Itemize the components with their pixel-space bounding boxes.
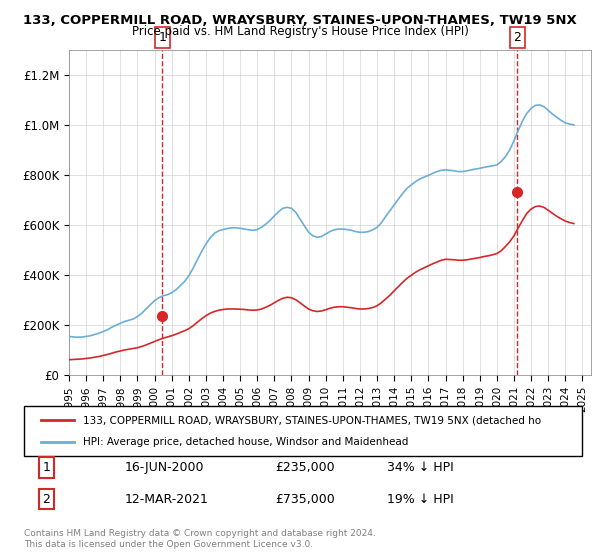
Text: 1: 1 xyxy=(158,31,166,44)
FancyBboxPatch shape xyxy=(24,406,582,456)
Text: Price paid vs. HM Land Registry's House Price Index (HPI): Price paid vs. HM Land Registry's House … xyxy=(131,25,469,38)
Text: 2: 2 xyxy=(513,31,521,44)
Text: 12-MAR-2021: 12-MAR-2021 xyxy=(124,493,208,506)
Text: Contains HM Land Registry data © Crown copyright and database right 2024.
This d: Contains HM Land Registry data © Crown c… xyxy=(24,529,376,549)
Text: £735,000: £735,000 xyxy=(275,493,335,506)
Text: £235,000: £235,000 xyxy=(275,461,335,474)
Text: HPI: Average price, detached house, Windsor and Maidenhead: HPI: Average price, detached house, Wind… xyxy=(83,437,408,447)
Text: 2: 2 xyxy=(43,493,50,506)
Text: 19% ↓ HPI: 19% ↓ HPI xyxy=(387,493,454,506)
Text: 133, COPPERMILL ROAD, WRAYSBURY, STAINES-UPON-THAMES, TW19 5NX (detached ho: 133, COPPERMILL ROAD, WRAYSBURY, STAINES… xyxy=(83,415,541,425)
Text: 16-JUN-2000: 16-JUN-2000 xyxy=(124,461,204,474)
Text: 34% ↓ HPI: 34% ↓ HPI xyxy=(387,461,454,474)
Text: 133, COPPERMILL ROAD, WRAYSBURY, STAINES-UPON-THAMES, TW19 5NX: 133, COPPERMILL ROAD, WRAYSBURY, STAINES… xyxy=(23,14,577,27)
Text: 1: 1 xyxy=(43,461,50,474)
